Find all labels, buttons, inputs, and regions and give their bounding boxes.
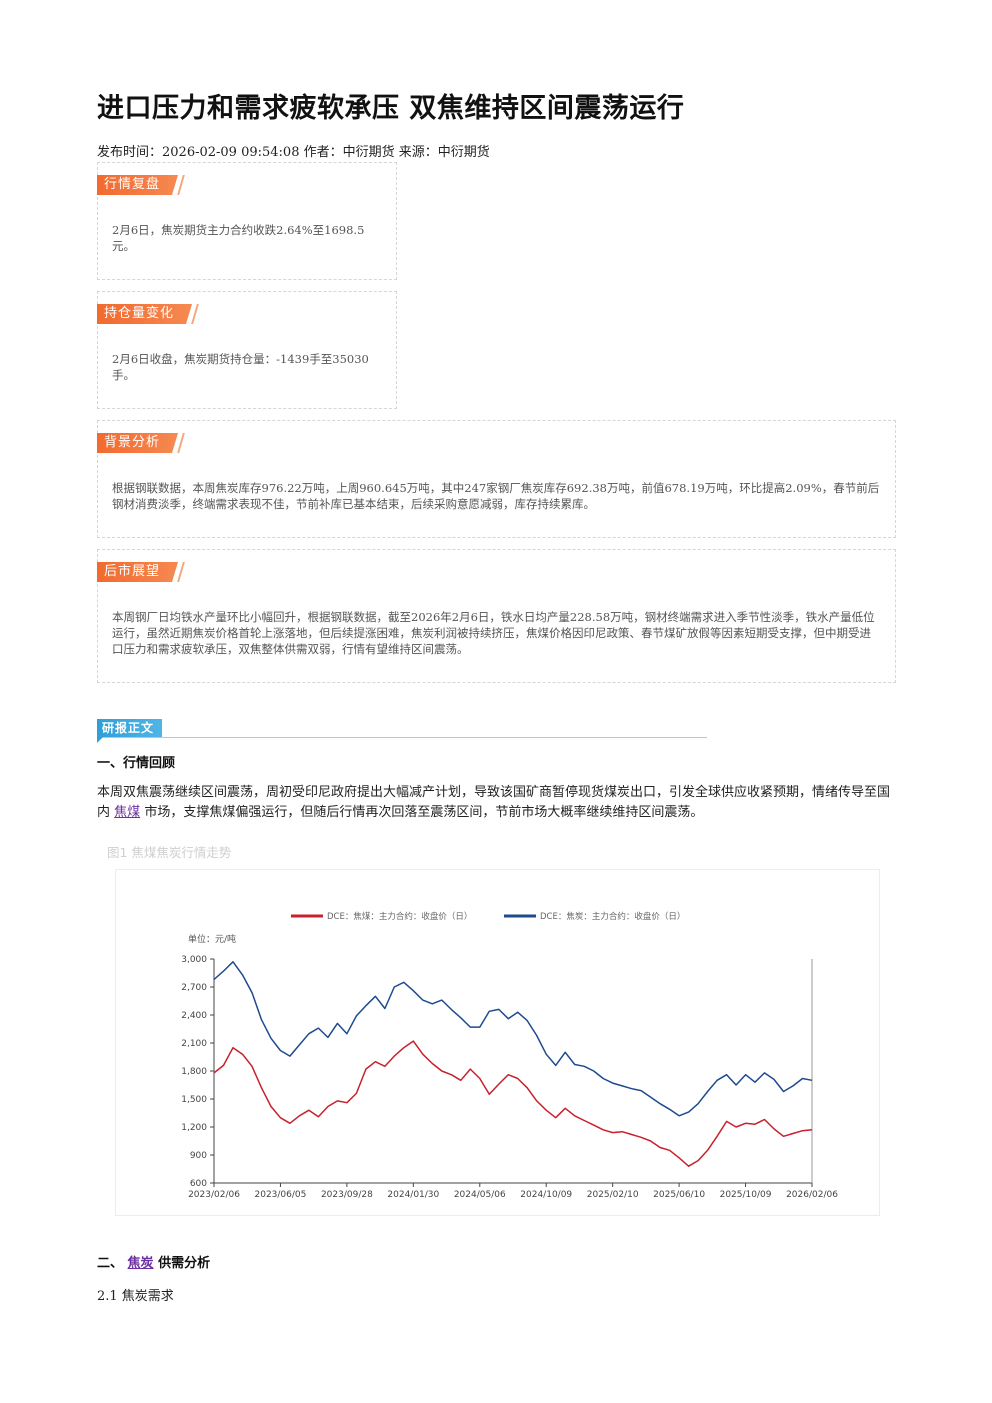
x-tick-label: 2025/06/10: [653, 1190, 705, 1200]
y-tick-label: 2,100: [181, 1039, 207, 1049]
series-line-coke: [213, 961, 813, 1117]
coking-coal-link[interactable]: 焦煤: [114, 805, 141, 820]
report-body-tag: 研报正文: [97, 719, 163, 737]
section-2-prefix: 二、: [97, 1256, 124, 1271]
market-review-text: 2月6日，焦炭期货主力合约收跌2.64%至1698.5元。: [112, 223, 365, 253]
legend-label: DCE：焦煤：主力合约：收盘价（日）: [327, 911, 472, 922]
x-tick-label: 2023/06/05: [255, 1190, 307, 1200]
section-1-text-a: 本周双焦震荡继续区间震荡，周初受印尼政府提出大幅减产计划，导致该国矿商暂停现货煤…: [97, 785, 891, 820]
chart-container: DCE：焦煤：主力合约：收盘价（日） DCE：焦炭：主力合约：收盘价（日） 单位：…: [115, 869, 880, 1216]
legend-label: DCE：焦炭：主力合约：收盘价（日）: [540, 911, 685, 922]
section-2-title: 二、 焦炭 供需分析: [97, 1252, 210, 1271]
x-tick-label: 2024/05/06: [454, 1190, 506, 1200]
subsection-2-1-title: 2.1 焦炭需求: [97, 1289, 174, 1304]
position-change-tag: 持仓量变化: [97, 304, 193, 324]
y-tick-label: 1,500: [181, 1095, 207, 1105]
x-tick-label: 2024/01/30: [387, 1190, 439, 1200]
article-meta: 发布时间：2026-02-09 09:54:08 作者：中衍期货 来源：中衍期货: [97, 145, 490, 160]
report-body-divider: [97, 737, 707, 738]
outlook-tag: 后市展望: [97, 562, 179, 582]
section-1-paragraph: 本周双焦震荡继续区间震荡，周初受印尼政府提出大幅减产计划，导致该国矿商暂停现货煤…: [97, 783, 897, 823]
figure-caption: 图1 焦煤焦炭行情走势: [107, 845, 232, 860]
market-review-box: [97, 162, 397, 280]
coke-link[interactable]: 焦炭: [127, 1256, 154, 1271]
y-tick-label: 2,700: [181, 983, 207, 993]
background-box: [97, 420, 896, 538]
x-tick-label: 2025/02/10: [587, 1190, 639, 1200]
article-title: 进口压力和需求疲软承压 双焦维持区间震荡运行: [97, 93, 685, 124]
y-tick-label: 1,800: [181, 1067, 207, 1077]
section-1-text-b: 市场，支撑焦煤偏强运行，但随后行情再次回落至震荡区间，节前市场大概率继续维持区间…: [144, 805, 704, 820]
section-2-suffix: 供需分析: [158, 1256, 211, 1271]
series-line-coking-coal: [213, 1040, 813, 1167]
x-tick-label: 2025/10/09: [720, 1190, 772, 1200]
y-tick-label: 2,400: [181, 1011, 207, 1021]
price-chart: DCE：焦煤：主力合约：收盘价（日） DCE：焦炭：主力合约：收盘价（日） 单位：…: [181, 911, 838, 1200]
x-tick-label: 2023/09/28: [321, 1190, 373, 1200]
x-tick-label: 2026/02/06: [786, 1190, 838, 1200]
y-tick-label: 600: [190, 1179, 207, 1189]
x-tick-label: 2023/02/06: [188, 1190, 240, 1200]
position-change-text: 2月6日收盘，焦炭期货持仓量：-1439手至35030手。: [112, 352, 369, 382]
report-body-tag-corner: [97, 737, 103, 743]
y-tick-label: 900: [190, 1151, 207, 1161]
background-tag: 背景分析: [97, 433, 179, 453]
position-change-box: [97, 291, 397, 409]
market-review-tag: 行情复盘: [97, 175, 179, 195]
x-tick-label: 2024/10/09: [520, 1190, 572, 1200]
chart-unit-label: 单位：元/吨: [188, 933, 236, 945]
y-tick-label: 3,000: [181, 955, 207, 965]
outlook-box: [97, 549, 896, 683]
outlook-text: 本周钢厂日均铁水产量环比小幅回升，根据钢联数据，截至2026年2月6日，铁水日均…: [112, 610, 875, 656]
y-tick-label: 1,200: [181, 1123, 207, 1133]
section-1-title: 一、行情回顾: [97, 756, 176, 771]
background-text: 根据钢联数据，本周焦炭库存976.22万吨，上周960.645万吨，其中247家…: [112, 481, 880, 511]
